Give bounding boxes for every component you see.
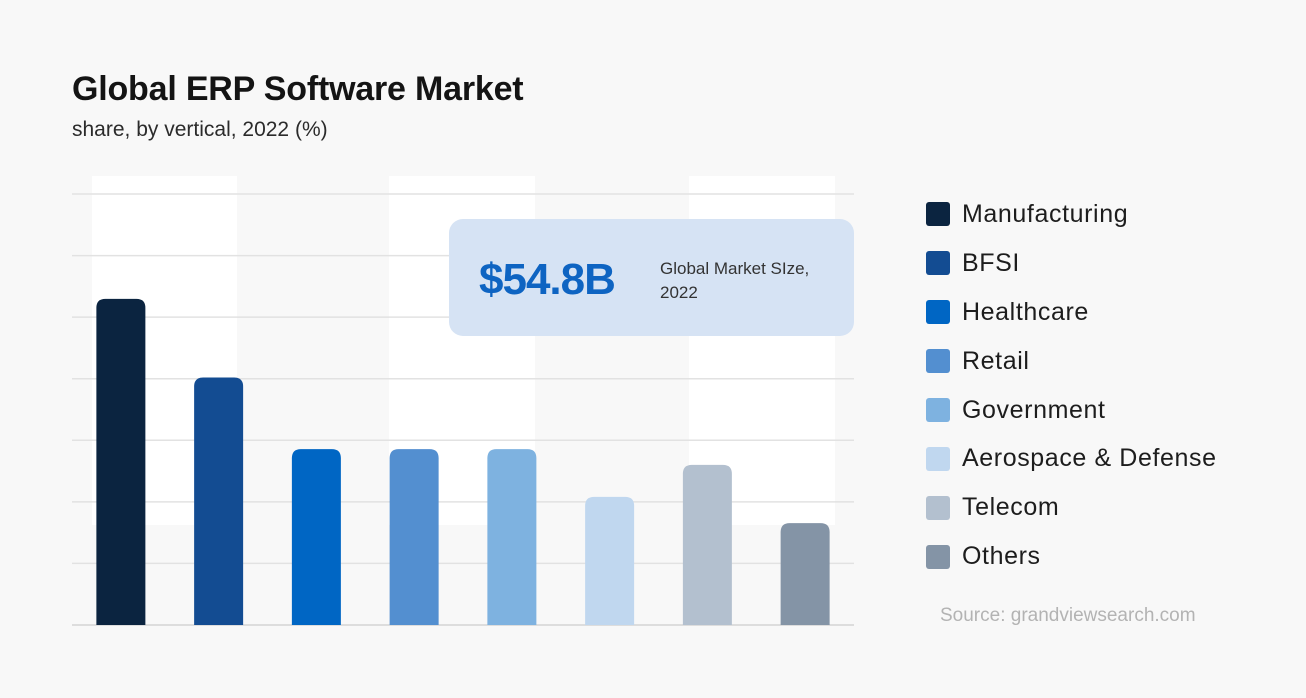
bar-aerospace-defense xyxy=(585,496,635,625)
legend-item: Telecom xyxy=(926,483,1217,532)
legend-label: BFSI xyxy=(962,248,1020,277)
market-size-value: $54.8B xyxy=(479,255,616,304)
bar-bfsi xyxy=(194,377,244,625)
bar-telecom xyxy=(682,464,732,625)
chart-subtitle: share, by vertical, 2022 (%) xyxy=(72,118,328,141)
legend-swatch xyxy=(926,544,950,569)
legend-swatch xyxy=(926,398,950,422)
bar-government xyxy=(487,449,537,625)
legend-swatch xyxy=(926,495,950,520)
legend-item: Healthcare xyxy=(926,288,1217,337)
legend-swatch xyxy=(926,251,950,276)
legend-item: Others xyxy=(926,532,1217,581)
bar-retail xyxy=(389,449,439,625)
market-size-callout: $54.8B Global Market SIze, 2022 xyxy=(449,219,854,336)
legend-label: Government xyxy=(962,395,1106,424)
bar-manufacturing xyxy=(96,298,146,625)
bar-healthcare xyxy=(291,449,341,625)
legend-label: Retail xyxy=(962,346,1030,375)
legend-item: Government xyxy=(926,386,1217,435)
legend: Manufacturing BFSI Healthcare Retail Governm… xyxy=(926,190,1217,581)
legend-swatch xyxy=(926,300,950,325)
market-size-label: Global Market SIze, 2022 xyxy=(660,259,810,302)
bar-others xyxy=(780,523,830,625)
legend-swatch xyxy=(926,202,950,227)
legend-label: Telecom xyxy=(962,493,1060,522)
legend-label: Aerospace & Defense xyxy=(962,444,1217,473)
legend-item: Aerospace & Defense xyxy=(926,434,1217,483)
chart-title: Global ERP Software Market xyxy=(72,70,524,108)
legend-swatch xyxy=(926,446,950,471)
legend-label: Manufacturing xyxy=(962,199,1129,228)
legend-swatch xyxy=(926,349,950,374)
legend-label: Healthcare xyxy=(962,297,1089,326)
legend-item: Manufacturing xyxy=(926,190,1217,239)
bars xyxy=(96,298,830,625)
legend-label: Others xyxy=(962,542,1041,571)
legend-item: Retail xyxy=(926,337,1217,386)
legend-item: BFSI xyxy=(926,239,1217,288)
source-note: Source: grandviewsearch.com xyxy=(940,605,1196,626)
